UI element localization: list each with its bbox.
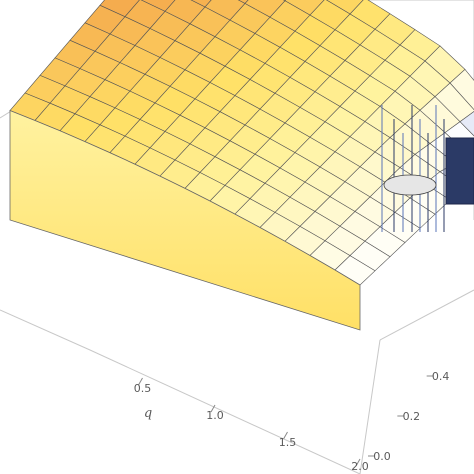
q-tick-label: 2.0	[351, 460, 369, 473]
surface-mesh	[9, 0, 474, 331]
surface-front-skirt	[9, 109, 361, 331]
q-tick-label: 1.0	[206, 409, 224, 422]
depth-axis-ticks: 0.0 0.2 0.4	[368, 370, 449, 463]
surface-cell	[459, 111, 474, 137]
q-axis-label: q	[144, 406, 152, 421]
q-tick-mark	[283, 431, 288, 440]
q-tick-mark	[355, 458, 361, 467]
depth-tick-label: 0.0	[373, 450, 391, 463]
dropout-spikes	[381, 105, 474, 232]
q-axis-ticks: 0.5 1.0 1.5 2.0	[134, 377, 369, 473]
depth-tick-label: 0.4	[432, 370, 450, 383]
surface-cell	[449, 68, 474, 111]
q-tick-label: 1.5	[279, 436, 297, 449]
depth-tick-label: 0.2	[403, 410, 421, 423]
q-tick-label: 0.5	[134, 382, 152, 395]
dropout-slab	[445, 137, 474, 205]
q-tick-mark	[138, 377, 143, 386]
dropout-ring	[383, 174, 437, 196]
q-tick-mark	[210, 404, 216, 413]
